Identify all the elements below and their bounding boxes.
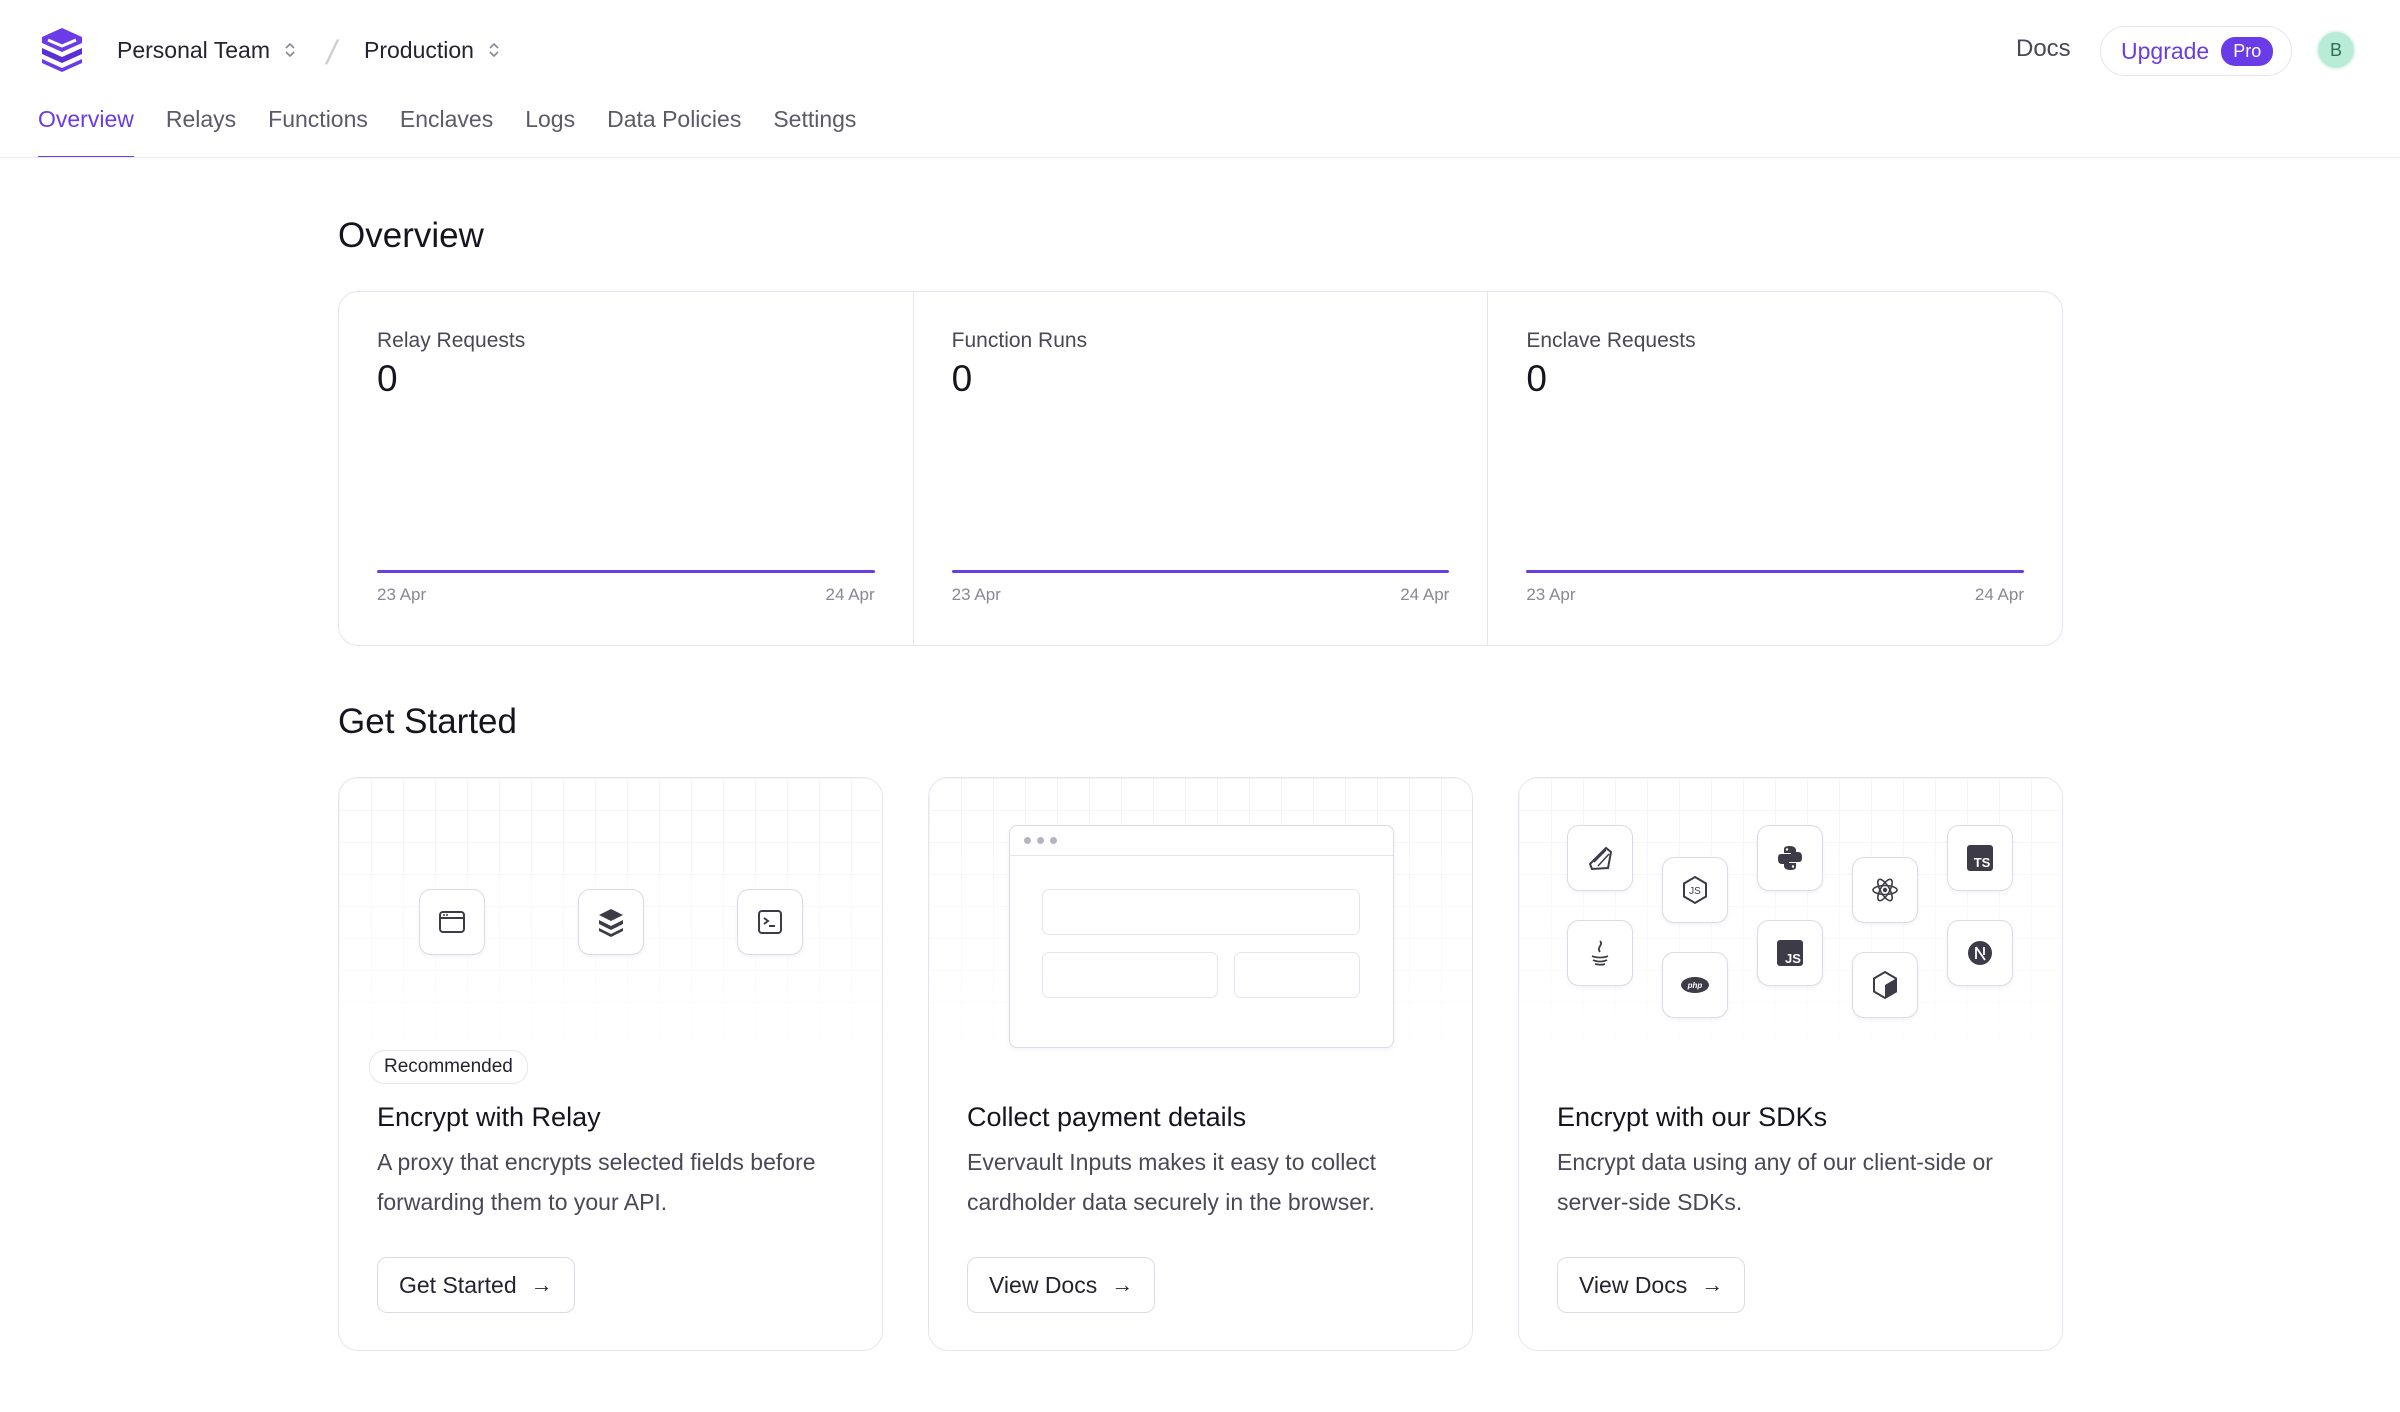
stat-sparkline xyxy=(951,570,1450,573)
stat-end-date: 24 Apr xyxy=(1974,585,2025,604)
stat-start-date: 23 Apr xyxy=(1526,585,1576,604)
stat-sparkline xyxy=(377,570,875,573)
tab-logs[interactable]: Logs xyxy=(525,106,576,132)
stat-label: Function Runs xyxy=(951,329,1088,352)
nextjs-icon xyxy=(1947,920,2013,986)
stat-start-date: 23 Apr xyxy=(377,585,427,604)
ruby-icon xyxy=(1567,825,1633,891)
team-switcher[interactable]: Personal Team xyxy=(117,32,296,68)
tab-data-policies[interactable]: Data Policies xyxy=(607,106,742,132)
pro-badge: Pro xyxy=(2221,36,2274,66)
chevron-updown-icon xyxy=(284,41,296,59)
button-label: View Docs xyxy=(1579,1271,1688,1298)
card-description: Evervault Inputs makes it easy to collec… xyxy=(967,1149,1377,1215)
nodejs-icon: JS xyxy=(1662,857,1728,923)
stat-end-date: 24 Apr xyxy=(1400,585,1450,604)
view-docs-button[interactable]: View Docs → xyxy=(1557,1257,1746,1313)
tab-divider xyxy=(0,157,2400,158)
tab-relays[interactable]: Relays xyxy=(165,106,237,132)
environment-name: Production xyxy=(364,36,474,63)
environment-switcher[interactable]: Production xyxy=(364,32,500,68)
stat-start-date: 23 Apr xyxy=(951,585,1001,604)
card-title: Collect payment details xyxy=(967,1102,1247,1132)
deno-icon xyxy=(1852,952,1918,1018)
stat-relay-requests[interactable]: Relay Requests 0 23 Apr 24 Apr xyxy=(339,292,914,645)
payment-form-preview xyxy=(1009,825,1394,1048)
card-description: Encrypt data using any of our client-sid… xyxy=(1557,1149,1993,1215)
tab-enclaves[interactable]: Enclaves xyxy=(399,106,494,132)
top-bar: Personal Team / Production Docs Upgrade … xyxy=(0,0,2400,100)
svg-text:JS: JS xyxy=(1689,886,1701,897)
svg-text:TS: TS xyxy=(1974,855,1991,870)
sdk-card: JS TS php JS Encrypt with our SDKs Encry… xyxy=(1518,777,2063,1351)
arrow-right-icon: → xyxy=(530,1272,553,1297)
card-title: Encrypt with our SDKs xyxy=(1557,1102,1828,1132)
stat-function-runs[interactable]: Function Runs 0 23 Apr 24 Apr xyxy=(914,292,1489,645)
button-label: Get Started xyxy=(399,1271,517,1298)
card-title: Encrypt with Relay xyxy=(377,1102,601,1132)
tab-overview[interactable]: Overview xyxy=(38,100,134,158)
overview-heading: Overview xyxy=(338,216,484,255)
expiry-field-preview xyxy=(1042,952,1218,998)
button-label: View Docs xyxy=(989,1271,1098,1298)
view-docs-button[interactable]: View Docs → xyxy=(967,1257,1156,1313)
breadcrumb-separator: / xyxy=(323,34,341,72)
evervault-stack-icon xyxy=(578,889,644,955)
main-tabs: Overview Relays Functions Enclaves Logs … xyxy=(38,100,888,158)
browser-window-icon xyxy=(419,889,485,955)
python-icon xyxy=(1757,825,1823,891)
recommended-badge: Recommended xyxy=(369,1050,528,1084)
get-started-button[interactable]: Get Started → xyxy=(377,1257,575,1313)
upgrade-label: Upgrade xyxy=(2121,37,2210,64)
get-started-heading: Get Started xyxy=(338,702,517,741)
typescript-icon: TS xyxy=(1947,825,2013,891)
php-icon: php xyxy=(1662,952,1728,1018)
payment-card: Collect payment details Evervault Inputs… xyxy=(928,777,1473,1351)
javascript-icon: JS xyxy=(1757,920,1823,986)
cvc-field-preview xyxy=(1234,952,1360,998)
upgrade-button[interactable]: Upgrade Pro xyxy=(2100,26,2292,76)
relay-card: Recommended Encrypt with Relay A proxy t… xyxy=(338,777,883,1351)
card-number-field-preview xyxy=(1042,889,1360,935)
tab-settings[interactable]: Settings xyxy=(773,106,857,132)
svg-text:php: php xyxy=(1687,981,1703,990)
stat-value: 0 xyxy=(951,358,973,399)
svg-text:JS: JS xyxy=(1785,951,1801,966)
stat-label: Relay Requests xyxy=(377,329,526,352)
stat-label: Enclave Requests xyxy=(1526,329,1696,352)
react-icon xyxy=(1852,857,1918,923)
stat-enclave-requests[interactable]: Enclave Requests 0 23 Apr 24 Apr xyxy=(1488,292,2062,645)
stat-value: 0 xyxy=(377,358,398,399)
stat-end-date: 24 Apr xyxy=(825,585,875,604)
stats-card: Relay Requests 0 23 Apr 24 Apr Function … xyxy=(338,291,2063,646)
evervault-logo-icon[interactable] xyxy=(38,26,86,74)
terminal-icon xyxy=(737,889,803,955)
stat-value: 0 xyxy=(1526,358,1547,399)
team-name: Personal Team xyxy=(117,36,270,63)
tab-functions[interactable]: Functions xyxy=(268,106,368,132)
avatar[interactable]: B xyxy=(2316,30,2356,70)
chevron-updown-icon xyxy=(488,41,500,59)
java-icon xyxy=(1567,920,1633,986)
arrow-right-icon: → xyxy=(1111,1272,1134,1297)
arrow-right-icon: → xyxy=(1701,1272,1724,1297)
docs-link[interactable]: Docs xyxy=(2016,35,2071,62)
card-description: A proxy that encrypts selected fields be… xyxy=(377,1149,816,1215)
stat-sparkline xyxy=(1526,570,2025,573)
